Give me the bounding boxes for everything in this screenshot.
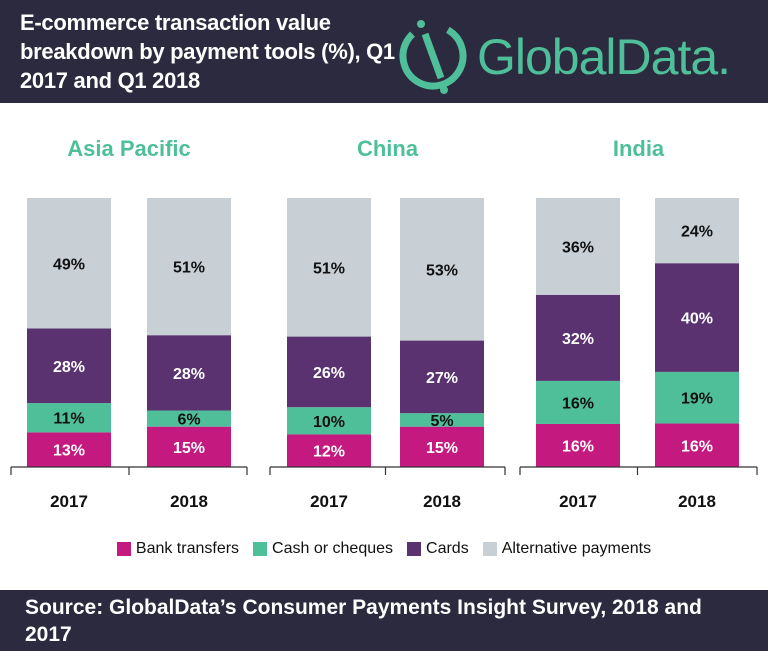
bar-segment <box>655 423 739 467</box>
data-label: 16% <box>562 438 594 455</box>
x-tick-label: 2017 <box>310 492 348 511</box>
data-label: 26% <box>313 365 345 382</box>
bar-segment <box>400 426 484 467</box>
data-label: 11% <box>53 411 84 428</box>
legend-item-alternative-payments: Alternative payments <box>482 540 651 558</box>
bar-segment <box>27 432 111 467</box>
bar-segment <box>147 410 231 427</box>
bar-segment <box>655 263 739 372</box>
data-label: 49% <box>53 256 85 273</box>
bar-segment <box>536 380 620 424</box>
bar-segment <box>27 328 111 404</box>
data-label: 5% <box>430 413 453 430</box>
data-label: 28% <box>53 359 85 376</box>
bar-segment <box>655 371 739 424</box>
data-label: 40% <box>681 311 713 328</box>
source-note: Source: GlobalData’s Consumer Payments I… <box>25 596 702 646</box>
data-label: 10% <box>313 414 345 431</box>
region-title: China <box>357 136 419 161</box>
logo-text: GlobalData. <box>477 29 730 85</box>
bar-segment <box>287 407 371 435</box>
data-label: 53% <box>426 262 458 279</box>
chart-area: Asia Pacific 13% 11% 28% 49% 2017 15% 6% 28% 51% 2… <box>10 136 758 511</box>
footer <box>0 590 768 651</box>
x-tick-label: 2018 <box>423 492 461 511</box>
legend: Bank transfers Cash or cheques Cards Alt… <box>0 540 768 558</box>
data-label: 16% <box>562 395 594 412</box>
data-label: 51% <box>313 260 345 277</box>
x-tick-label: 2018 <box>678 492 716 511</box>
bar-segment <box>400 413 484 427</box>
data-label: 15% <box>426 440 458 457</box>
region-title: Asia Pacific <box>67 136 191 161</box>
x-tick-label: 2017 <box>559 492 597 511</box>
bar-segment <box>536 198 620 295</box>
bar-segment <box>27 198 111 329</box>
bar-segment <box>536 294 620 381</box>
data-label: 6% <box>177 412 200 429</box>
data-label: 32% <box>562 331 594 348</box>
x-tick-label: 2017 <box>50 492 88 511</box>
data-label: 12% <box>313 444 345 461</box>
data-label: 51% <box>173 260 205 277</box>
bar-segment <box>147 198 231 336</box>
bar-segment <box>147 426 231 467</box>
bar-segment <box>147 335 231 411</box>
data-label: 27% <box>426 370 458 387</box>
bar-segment <box>536 423 620 467</box>
x-tick-label: 2018 <box>170 492 208 511</box>
data-label: 24% <box>681 224 713 241</box>
data-label: 28% <box>173 366 205 383</box>
data-label: 19% <box>681 391 713 408</box>
data-label: 15% <box>173 440 205 457</box>
globaldata-logo: GlobalData. <box>399 20 731 94</box>
chart-title: E-commerce transaction value breakdown b… <box>20 10 395 93</box>
bar-segment <box>287 434 371 467</box>
bar-segment <box>400 198 484 341</box>
bar-segment <box>27 403 111 433</box>
bar-segment <box>287 336 371 408</box>
bar-segment <box>287 198 371 337</box>
region-title: India <box>613 136 665 161</box>
data-label: 16% <box>681 438 713 455</box>
bar-segment <box>400 340 484 414</box>
legend-item-cards: Cards <box>407 540 469 558</box>
data-label: 13% <box>53 443 85 460</box>
header: E-commerce transaction value breakdown b… <box>0 0 768 103</box>
legend-item-cash-or-cheques: Cash or cheques <box>253 540 393 558</box>
bar-segment <box>655 198 739 264</box>
legend-item-bank-transfers: Bank transfers <box>116 540 239 558</box>
data-label: 36% <box>562 239 594 256</box>
